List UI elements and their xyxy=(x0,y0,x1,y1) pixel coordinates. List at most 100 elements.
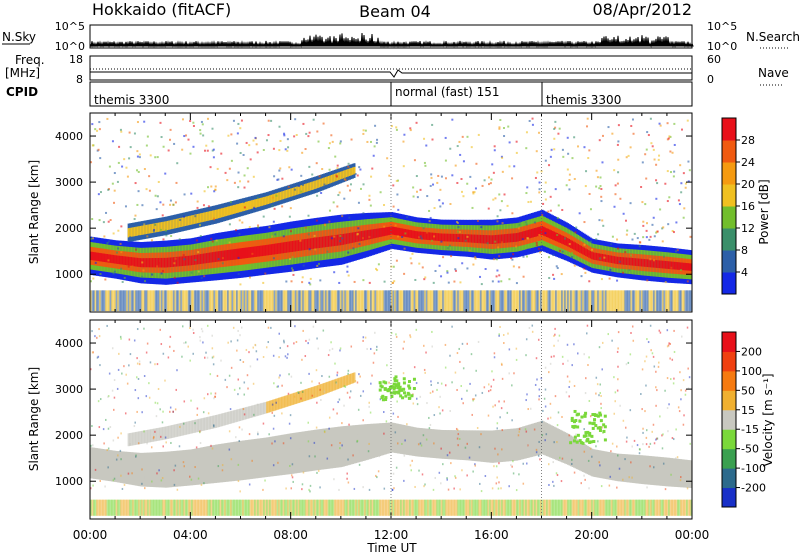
power-band-peak xyxy=(394,227,397,236)
velocity-speckle xyxy=(584,478,586,481)
velocity-clutter xyxy=(543,499,546,516)
velocity-clutter xyxy=(646,499,649,516)
velocity-speckle xyxy=(571,364,573,367)
power-outer-echo-core xyxy=(232,205,236,214)
velocity-speckle xyxy=(515,489,518,492)
power-band-peak xyxy=(619,256,622,265)
power-band-peak xyxy=(533,228,537,238)
velocity-outer-echo xyxy=(160,427,163,441)
velocity-speckle xyxy=(277,461,279,464)
power-speckle xyxy=(458,140,461,143)
velocity-band xyxy=(210,445,213,484)
power-band-peak xyxy=(108,254,111,263)
power-outer-echo-core xyxy=(344,170,347,178)
velocity-speckle xyxy=(611,442,614,445)
power-speckle xyxy=(489,182,492,185)
power-speckle xyxy=(490,178,493,181)
power-speckle xyxy=(515,140,518,143)
power-clutter xyxy=(222,290,225,312)
power-speckle xyxy=(433,207,436,210)
velocity-speckle xyxy=(170,441,172,444)
power-speckle xyxy=(672,175,675,178)
velocity-clutter xyxy=(606,499,609,516)
power-speckle xyxy=(578,212,581,215)
power-clutter xyxy=(562,290,565,312)
velocity-speckle xyxy=(183,342,185,345)
power-clutter xyxy=(678,290,681,312)
velocity-outer-echo xyxy=(276,398,279,410)
power-clutter xyxy=(216,290,219,312)
power-clutter xyxy=(571,290,574,312)
power-speckle xyxy=(668,135,671,138)
velocity-speckle xyxy=(366,347,368,350)
power-speckle xyxy=(377,263,380,266)
velocity-band xyxy=(552,426,555,459)
power-speckle xyxy=(488,176,491,179)
power-clutter xyxy=(217,290,221,312)
power-band-peak xyxy=(655,260,658,268)
power-speckle xyxy=(429,216,432,219)
power-speckle xyxy=(503,135,506,138)
velocity-speckle xyxy=(481,391,484,394)
velocity-band xyxy=(479,430,482,462)
velocity-speckle xyxy=(591,455,593,458)
velocity-clutter xyxy=(332,499,335,516)
velocity-clutter xyxy=(651,499,654,516)
power-clutter xyxy=(558,290,561,312)
velocity-clutter xyxy=(261,499,264,516)
velocity-clutter xyxy=(159,499,162,516)
power-band-peak xyxy=(505,234,508,243)
velocity-clutter xyxy=(249,499,252,516)
power-band-peak xyxy=(442,233,445,242)
power-speckle xyxy=(271,196,274,199)
power-speckle xyxy=(176,162,179,165)
power-outer-echo-core xyxy=(151,223,154,233)
velocity-clutter xyxy=(344,499,347,516)
velocity-clutter xyxy=(190,499,193,516)
power-speckle xyxy=(617,140,620,143)
power-speckle xyxy=(487,207,490,210)
velocity-clutter xyxy=(133,499,136,516)
power-speckle xyxy=(481,184,484,187)
power-band-peak xyxy=(663,260,666,269)
velocity-clutter xyxy=(503,499,506,516)
velocity-speckle xyxy=(141,482,143,485)
velocity-speckle xyxy=(617,331,620,334)
velocity-clutter xyxy=(93,499,96,516)
power-speckle xyxy=(469,175,472,178)
velocity-speckle xyxy=(315,369,318,372)
velocity-speckle xyxy=(573,384,576,387)
power-speckle xyxy=(136,121,139,124)
power-clutter xyxy=(321,290,324,312)
nave-label: Nave xyxy=(758,66,789,80)
power-speckle xyxy=(230,251,233,254)
power-speckle xyxy=(256,196,259,199)
velocity-band xyxy=(505,429,508,462)
velocity-speckle xyxy=(247,387,249,390)
velocity-clutter xyxy=(342,499,345,516)
power-clutter xyxy=(126,290,129,312)
power-colorbar-swatch xyxy=(722,250,736,273)
velocity-outer-echo xyxy=(187,421,190,435)
power-speckle xyxy=(383,280,386,283)
velocity-clutter xyxy=(366,499,370,516)
power-outer-echo-core xyxy=(148,224,151,234)
velocity-speckle xyxy=(343,404,345,407)
power-clutter xyxy=(342,290,345,312)
velocity-speckle xyxy=(525,354,527,357)
power-speckle xyxy=(671,229,674,232)
power-speckle xyxy=(535,241,538,244)
power-speckle xyxy=(625,233,628,236)
velocity-clutter xyxy=(397,499,400,516)
velocity-speckle xyxy=(438,406,440,409)
power-speckle xyxy=(308,248,311,251)
velocity-speckle xyxy=(544,439,546,442)
velocity-speckle xyxy=(670,473,672,476)
velocity-speckle xyxy=(297,391,299,394)
power-clutter xyxy=(458,290,461,312)
velocity-band xyxy=(317,429,320,471)
velocity-speckle xyxy=(508,348,511,351)
power-clutter xyxy=(573,290,576,312)
velocity-speckle xyxy=(267,341,270,344)
velocity-speckle xyxy=(474,464,477,467)
